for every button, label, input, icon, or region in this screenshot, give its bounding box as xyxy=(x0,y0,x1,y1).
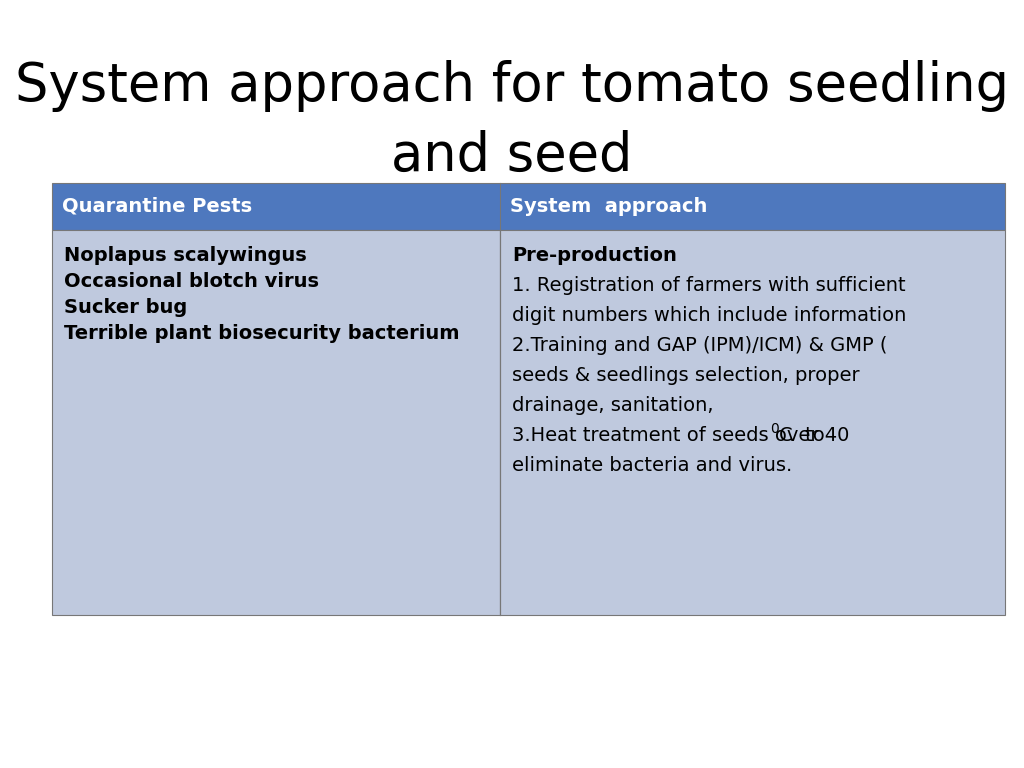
Text: Occasional blotch virus: Occasional blotch virus xyxy=(63,272,319,291)
Text: Sucker bug: Sucker bug xyxy=(63,298,187,317)
Text: System  approach: System approach xyxy=(510,197,708,216)
Text: 2.Training and GAP (IPM)/ICM) & GMP (: 2.Training and GAP (IPM)/ICM) & GMP ( xyxy=(512,336,888,355)
Text: Quarantine Pests: Quarantine Pests xyxy=(62,197,252,216)
Text: C  to: C to xyxy=(779,426,825,445)
Text: Noplapus scalywingus: Noplapus scalywingus xyxy=(63,246,307,265)
Text: digit numbers which include information: digit numbers which include information xyxy=(512,306,906,325)
Text: Terrible plant biosecurity bacterium: Terrible plant biosecurity bacterium xyxy=(63,324,460,343)
Text: drainage, sanitation,: drainage, sanitation, xyxy=(512,396,714,415)
Text: 3.Heat treatment of seeds over 40: 3.Heat treatment of seeds over 40 xyxy=(512,426,856,445)
Text: seeds & seedlings selection, proper: seeds & seedlings selection, proper xyxy=(512,366,859,385)
Bar xyxy=(52,183,1005,230)
Text: 0: 0 xyxy=(770,422,779,436)
Text: Pre-production: Pre-production xyxy=(512,246,677,265)
Text: and seed: and seed xyxy=(391,130,633,182)
Text: eliminate bacteria and virus.: eliminate bacteria and virus. xyxy=(512,456,793,475)
Bar xyxy=(52,230,500,615)
Bar xyxy=(500,230,1005,615)
Text: 1. Registration of farmers with sufficient: 1. Registration of farmers with sufficie… xyxy=(512,276,905,295)
Text: System approach for tomato seedling: System approach for tomato seedling xyxy=(15,60,1009,112)
